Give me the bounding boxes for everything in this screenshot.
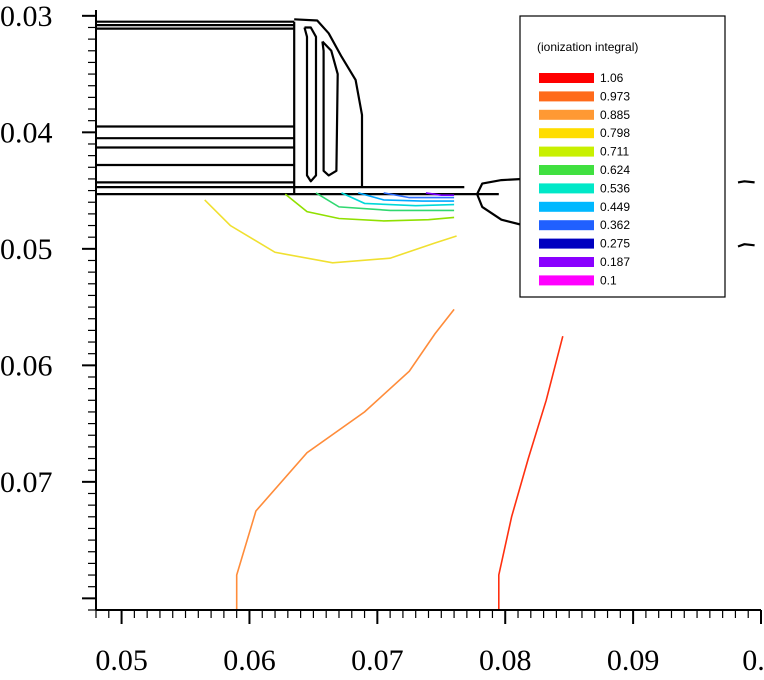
- contour-line-0.187: [425, 192, 455, 196]
- contour-line-0.798: [204, 199, 457, 264]
- legend-label-0.711: 0.711: [600, 145, 629, 159]
- contour-line-0.362: [383, 192, 455, 199]
- x-tick-label: 0.05: [95, 644, 148, 677]
- contour-line-0.624: [315, 192, 455, 212]
- legend-label-0.449: 0.449: [600, 200, 630, 214]
- legend-swatch-0.798: [539, 128, 594, 139]
- legend-label-0.624: 0.624: [600, 163, 630, 177]
- y-tick-label: 0.04: [0, 116, 53, 149]
- legend-swatch-0.275: [539, 238, 594, 249]
- legend-swatch-0.1: [539, 275, 594, 286]
- contour-line-0.449: [357, 192, 455, 202]
- device-structure: [96, 18, 755, 248]
- legend-label-0.885: 0.885: [600, 108, 630, 122]
- legend-swatch-0.711: [539, 146, 594, 157]
- contour-line-0.536: [341, 192, 455, 207]
- structure-line-16: [737, 180, 755, 184]
- legend: (ionization integral) 1.06 0.973 0.885 0.79…: [519, 15, 726, 298]
- legend-swatch-1.06: [539, 73, 594, 83]
- contour-line-0.885: [235, 308, 455, 610]
- contour-lines: [204, 192, 564, 610]
- y-tick-label: 0.03: [0, 0, 53, 33]
- legend-swatch-0.187: [539, 257, 594, 267]
- y-tick-label: 0.06: [0, 349, 53, 382]
- structure-line-13: [321, 40, 339, 177]
- legend-title: (ionization integral): [537, 40, 638, 54]
- contour-line-1.06: [498, 335, 564, 610]
- legend-swatch-0.624: [539, 165, 594, 175]
- x-tick-label: 0.08: [479, 644, 532, 677]
- legend-label-0.973: 0.973: [600, 89, 630, 103]
- legend-label-0.798: 0.798: [600, 126, 630, 140]
- legend-swatch-0.362: [539, 220, 594, 231]
- legend-label-0.187: 0.187: [600, 255, 630, 269]
- x-tick-label: 0.06: [223, 644, 276, 677]
- legend-swatch-0.449: [539, 201, 594, 212]
- legend-label-0.1: 0.1: [600, 273, 617, 287]
- contour-line-0.711: [284, 193, 455, 222]
- legend-label-1.06: 1.06: [600, 71, 624, 85]
- legend-swatch-0.973: [539, 91, 594, 102]
- x-tick-label: 0.09: [607, 644, 660, 677]
- x-tick-label: 0.07: [351, 644, 404, 677]
- legend-label-0.536: 0.536: [600, 181, 630, 195]
- y-tick-label: 0.07: [0, 466, 53, 499]
- x-tick-label: 0.1: [742, 644, 764, 677]
- x-axis-ticks: 0.05 0.06 0.07 0.08 0.09 0.1: [95, 610, 764, 677]
- y-tick-label: 0.05: [0, 233, 53, 266]
- legend-swatch-0.885: [539, 109, 594, 120]
- structure-line-11: [294, 18, 364, 188]
- structure-line-17: [737, 243, 755, 248]
- structure-line-12: [303, 26, 318, 183]
- y-axis-ticks: 0.03 0.04 0.05 0.06 0.07: [0, 0, 96, 611]
- legend-swatch-0.536: [539, 183, 594, 194]
- legend-entries: 1.06 0.973 0.885 0.798 0.711 0.624 0.536 0.449 0…: [539, 71, 630, 287]
- legend-label-0.275: 0.275: [600, 237, 630, 251]
- legend-label-0.362: 0.362: [600, 218, 630, 232]
